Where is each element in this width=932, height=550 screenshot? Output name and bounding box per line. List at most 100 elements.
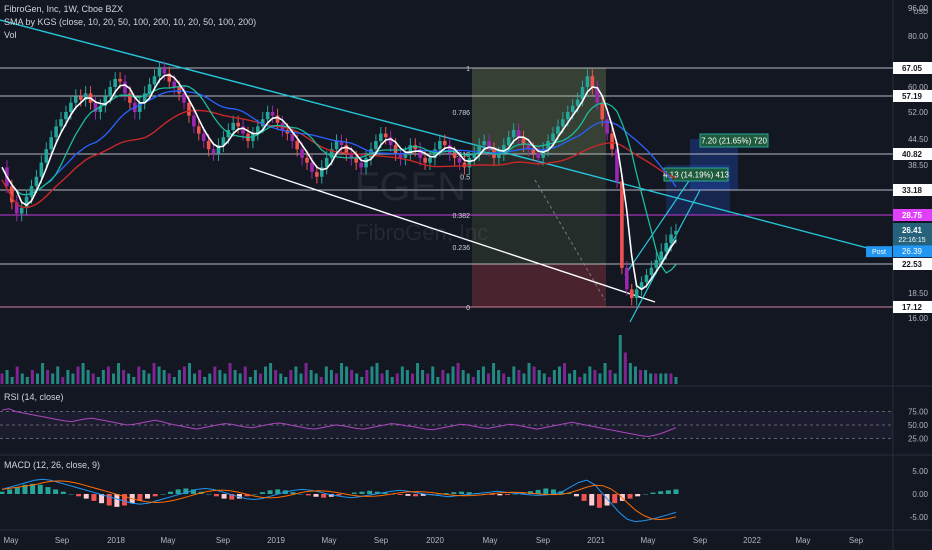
volume-bar [218, 370, 222, 384]
volume-bar [588, 366, 592, 384]
level-label-40-bg [893, 148, 932, 160]
macd-histogram-bar [114, 494, 120, 507]
volume-bar [76, 366, 80, 384]
volume-bar [400, 366, 404, 384]
candle-body [201, 133, 206, 142]
volume-bar [213, 366, 217, 384]
candle-body [69, 102, 73, 112]
level-label-67-bg [893, 62, 932, 74]
volume-bar [345, 366, 349, 384]
candle-body [482, 141, 486, 146]
macd-histogram-bar [252, 494, 258, 495]
volume-bar [101, 370, 105, 384]
macd-signal-line [1, 480, 677, 521]
candle-body [73, 96, 78, 103]
candle-body [172, 81, 176, 87]
volume-bar [203, 377, 207, 384]
volume-bar [628, 363, 632, 384]
candle-body [364, 157, 368, 168]
post-tag: Post [872, 249, 886, 256]
candle-body [497, 153, 501, 158]
time-axis-label: May [160, 536, 175, 545]
candle-body [438, 141, 442, 150]
time-axis-label: May [321, 536, 336, 545]
volume-bar [304, 363, 308, 384]
candle-body [324, 157, 329, 168]
candle-body [196, 126, 201, 134]
volume-bar [51, 373, 55, 384]
candle-body [211, 149, 216, 154]
macd-histogram-bar [175, 489, 181, 494]
macd-histogram-bar [91, 494, 97, 501]
candle-body [585, 76, 590, 87]
candle-body [487, 141, 491, 150]
volume-bar [167, 373, 171, 384]
price-tick-label: 16.00 [908, 314, 929, 323]
volume-bar [395, 373, 399, 384]
candle-body [639, 282, 644, 290]
candle-body [625, 267, 629, 290]
volume-bar [319, 377, 323, 384]
candle-body [531, 149, 536, 154]
macd-histogram-bar [275, 489, 281, 494]
volume-bar [633, 366, 637, 384]
candle-body [669, 234, 673, 243]
volume-bar [365, 370, 369, 384]
volume-bar [10, 377, 14, 384]
candle-body [541, 149, 545, 158]
volume-bar [324, 366, 328, 384]
currency-label: USD [913, 9, 928, 16]
volume-bar [603, 363, 607, 384]
volume-bar [618, 335, 622, 384]
macd-histogram-bar [642, 494, 648, 495]
macd-histogram-bar [213, 494, 219, 497]
candle-body [270, 112, 275, 116]
candle-body [123, 81, 127, 94]
level-label-17-bg [893, 301, 932, 313]
volume-bar [127, 373, 131, 384]
rsi-pane [0, 408, 893, 439]
volume-bar [106, 366, 110, 384]
candle-body [39, 162, 44, 177]
candle-body [54, 126, 58, 138]
candle-body [78, 96, 83, 100]
volume-bar [233, 370, 237, 384]
macd-histogram-bar [168, 491, 173, 494]
volume-bar [329, 370, 333, 384]
volume-bar [117, 363, 121, 384]
volume-bar [177, 370, 181, 384]
volume-bar [294, 366, 298, 384]
candle-body [290, 133, 295, 142]
time-axis-label: May [640, 536, 655, 545]
volume-bar [512, 366, 516, 384]
volume-bar [264, 366, 268, 384]
candle-body [310, 162, 314, 173]
volume-bar [623, 352, 627, 384]
macd-histogram-bar [53, 489, 59, 494]
macd-histogram-bar [566, 493, 572, 494]
volume-bar [552, 370, 556, 384]
macd-histogram-bar [259, 492, 265, 494]
volume-bar [198, 370, 202, 384]
candle-body [516, 130, 521, 138]
fib-diagonal [534, 179, 606, 301]
volume-bar [669, 373, 673, 384]
volume-bar [360, 377, 364, 384]
macd-histogram-bar [244, 494, 250, 497]
volume-bar [542, 373, 546, 384]
volume-bar [436, 377, 440, 384]
macd-histogram-bar [190, 489, 196, 494]
macd-histogram-bar [37, 484, 43, 494]
macd-histogram-bar [267, 490, 273, 494]
rsi-indicator-label: RSI (14, close) [4, 392, 64, 402]
candle-body [654, 260, 659, 268]
time-axis-label: Sep [216, 536, 231, 545]
volume-bar [517, 370, 521, 384]
candle-body [418, 149, 422, 158]
chart-title: FibroGen, Inc, 1W, Cboe BZX [4, 4, 124, 14]
candle-body [649, 267, 654, 276]
candle-body [605, 119, 609, 134]
time-axis-label: Sep [374, 536, 389, 545]
candle-body [413, 145, 418, 150]
